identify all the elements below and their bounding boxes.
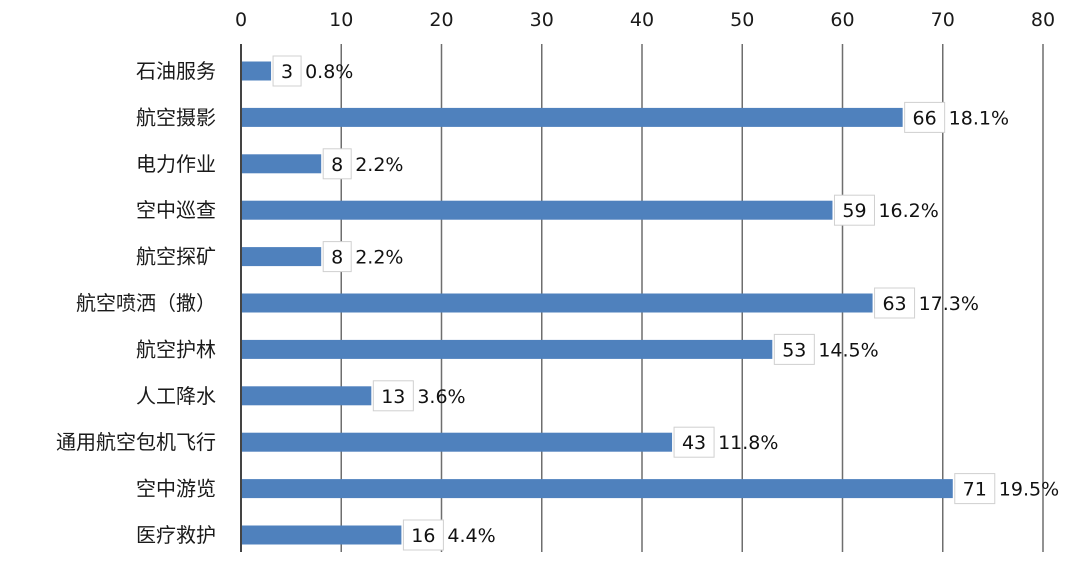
percent-label: 3.6% (417, 386, 465, 408)
category-label: 空中游览 (136, 477, 216, 501)
category-label: 医疗救护 (136, 523, 216, 547)
x-tick-label: 50 (730, 9, 754, 31)
percent-label: 16.2% (878, 200, 938, 222)
value-label-box (673, 426, 715, 458)
category-label: 航空喷洒（撒） (76, 291, 216, 315)
value-label: 53 (782, 339, 806, 361)
value-label-box (874, 287, 916, 319)
percent-label: 0.8% (305, 61, 353, 83)
category-label: 通用航空包机飞行 (56, 430, 216, 454)
percent-label: 11.8% (718, 432, 778, 454)
bar (241, 61, 272, 81)
percent-label: 2.2% (355, 247, 403, 269)
value-label-box (833, 194, 875, 226)
value-label-box (272, 55, 302, 87)
percent-label: 18.1% (949, 107, 1009, 129)
x-tick-label: 0 (235, 9, 247, 31)
x-tick-label: 70 (931, 9, 955, 31)
category-label: 石油服务 (136, 59, 216, 83)
x-tick-label: 80 (1031, 9, 1055, 31)
percent-label: 2.2% (355, 154, 403, 176)
value-label-box (954, 473, 996, 505)
value-label: 59 (842, 200, 866, 222)
data-labels: 3 0.8% 66 18.1% 8 2.2% 59 16.2% 8 2.2% 63 17.3% 53 14… (272, 55, 1059, 551)
value-label-box (322, 241, 352, 273)
bar (241, 386, 372, 406)
x-tick-label: 60 (830, 9, 854, 31)
value-label: 66 (913, 107, 937, 129)
x-tick-label: 20 (429, 9, 453, 31)
x-axis-ticks: 0 10 20 30 40 50 60 70 80 (235, 9, 1055, 31)
category-label: 航空探矿 (136, 245, 216, 269)
bar (241, 200, 833, 220)
category-label: 电力作业 (136, 152, 216, 176)
bar (241, 293, 873, 313)
category-label: 航空摄影 (136, 105, 216, 129)
percent-label: 17.3% (919, 293, 979, 315)
value-label: 63 (882, 293, 906, 315)
bar (241, 154, 322, 174)
x-tick-label: 30 (530, 9, 554, 31)
bar (241, 247, 322, 267)
bar (241, 525, 402, 545)
value-label: 8 (331, 154, 343, 176)
value-label-box (322, 148, 352, 180)
bar (241, 107, 903, 127)
value-label: 71 (963, 479, 987, 501)
value-label: 8 (331, 247, 343, 269)
bars (241, 61, 953, 545)
x-tick-label: 10 (329, 9, 353, 31)
value-label: 13 (381, 386, 405, 408)
value-label-box (372, 380, 414, 412)
value-label-box (904, 101, 946, 133)
value-label: 16 (411, 525, 435, 547)
bar (241, 479, 953, 499)
value-label-box (773, 333, 815, 365)
bar (241, 339, 773, 359)
x-tick-label: 40 (630, 9, 654, 31)
value-label: 3 (281, 61, 293, 83)
category-label: 航空护林 (136, 337, 216, 361)
percent-label: 4.4% (447, 525, 495, 547)
percent-label: 14.5% (818, 339, 878, 361)
value-label: 43 (682, 432, 706, 454)
value-label-box (402, 519, 444, 551)
category-label: 人工降水 (136, 384, 216, 408)
category-label: 空中巡查 (136, 198, 216, 222)
percent-label: 19.5% (999, 479, 1059, 501)
bar (241, 432, 673, 452)
